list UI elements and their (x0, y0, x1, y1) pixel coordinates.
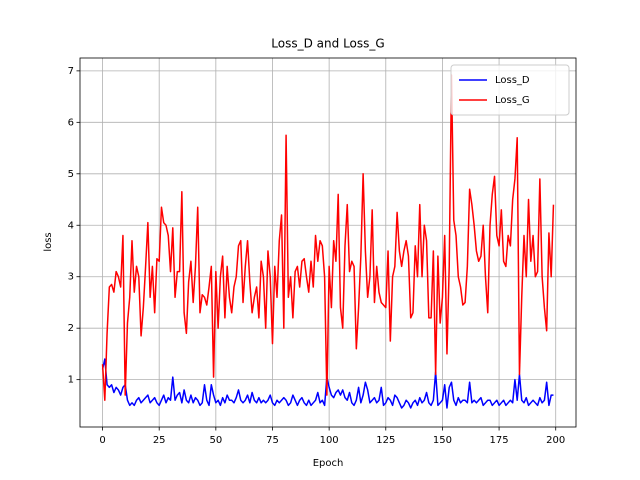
x-tick-label: 0 (99, 435, 105, 446)
x-tick-label: 100 (320, 435, 339, 446)
legend-label: Loss_D (495, 75, 530, 86)
y-tick-label: 3 (68, 272, 74, 283)
x-axis-label: Epoch (313, 458, 344, 469)
line-series (101, 358, 554, 409)
y-tick-label: 2 (68, 323, 74, 334)
x-tick-label: 150 (433, 435, 452, 446)
x-tick-label: 75 (266, 435, 279, 446)
chart-title: Loss_D and Loss_G (271, 37, 384, 51)
x-tick-label: 25 (153, 435, 166, 446)
y-axis-label: loss (43, 232, 54, 251)
y-tick-label: 4 (68, 220, 74, 231)
axes-frame (79, 57, 577, 428)
y-tick-label: 6 (68, 117, 74, 128)
x-tick-label: 200 (546, 435, 565, 446)
y-tick-label: 1 (68, 375, 74, 386)
y-tick-label: 7 (68, 66, 74, 77)
x-tick-label: 175 (490, 435, 509, 446)
x-tick-label: 50 (209, 435, 222, 446)
x-tick-label: 125 (376, 435, 395, 446)
legend-label: Loss_G (495, 95, 530, 106)
legend-box (450, 64, 570, 116)
y-tick-label: 5 (68, 169, 74, 180)
line-series (101, 74, 555, 401)
